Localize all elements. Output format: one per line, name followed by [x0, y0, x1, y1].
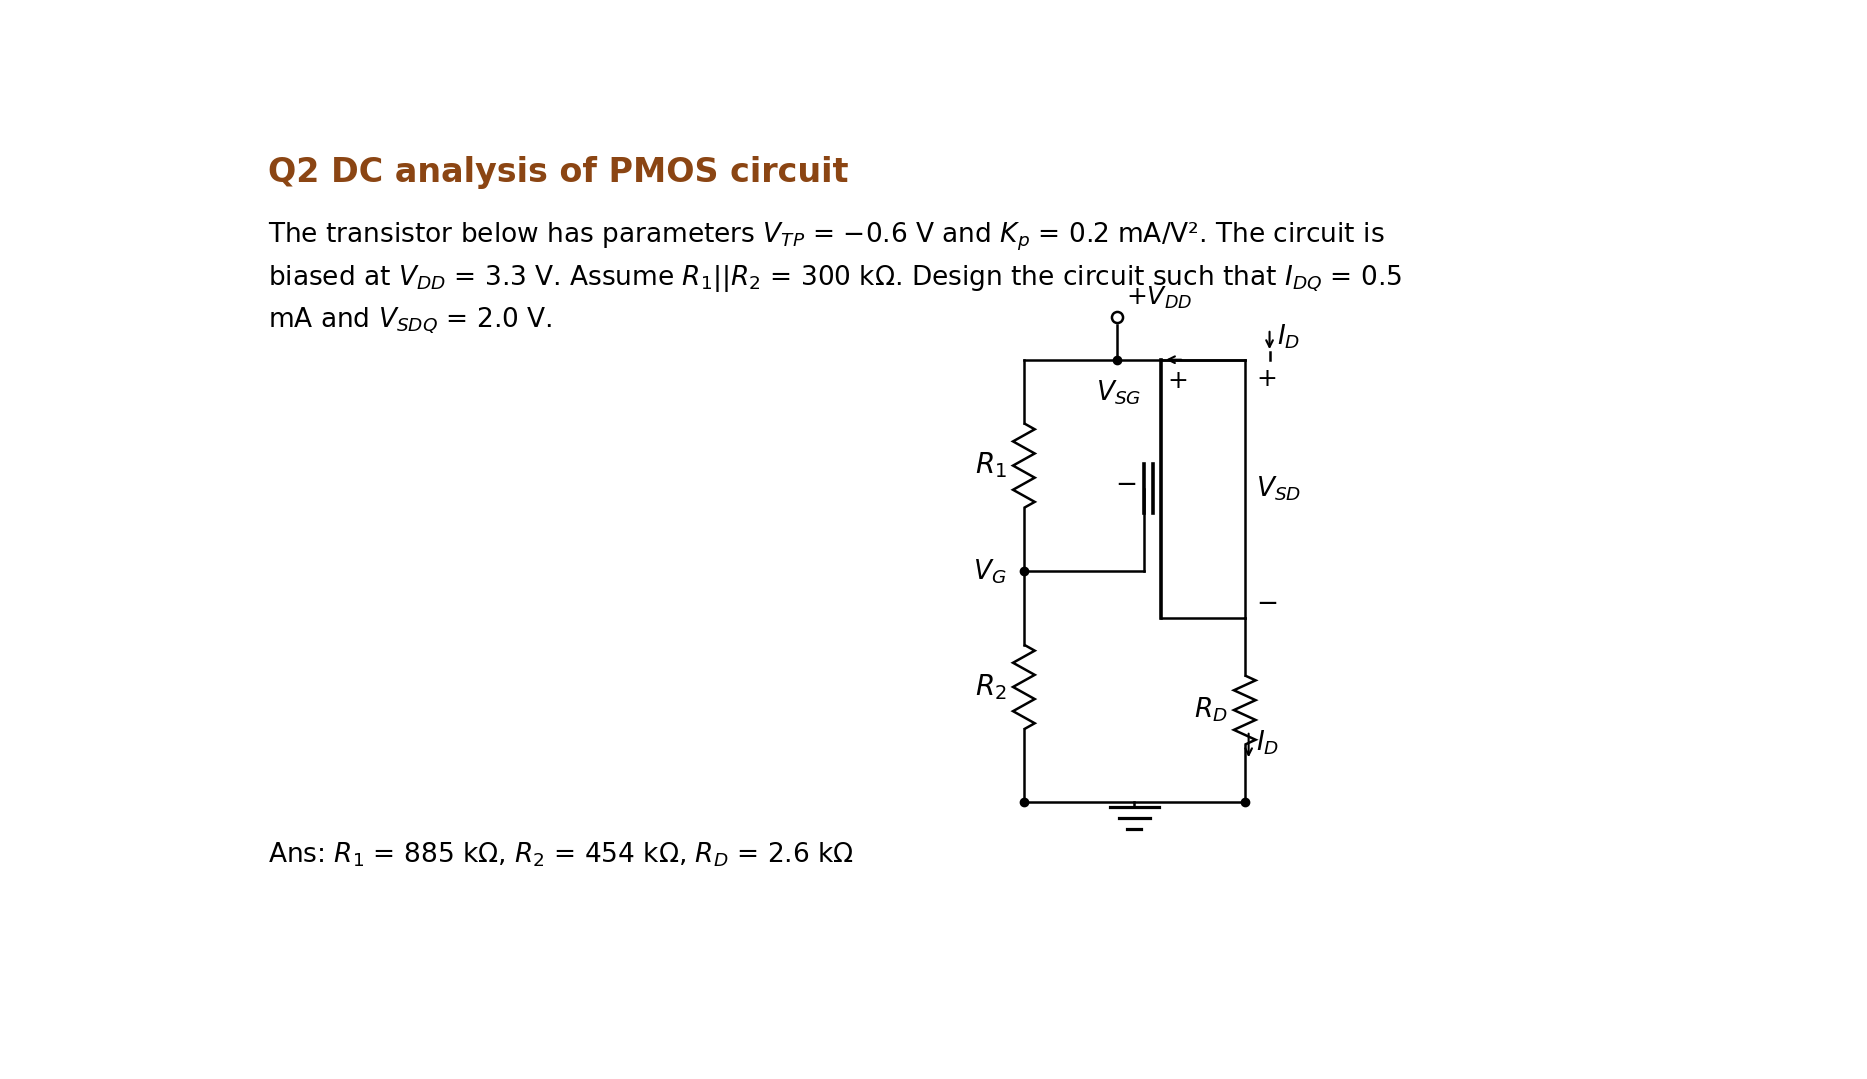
Text: Ans: $R_1$ = 885 kΩ, $R_2$ = 454 kΩ, $R_D$ = 2.6 kΩ: Ans: $R_1$ = 885 kΩ, $R_2$ = 454 kΩ, $R_…: [269, 841, 853, 870]
Text: biased at $V_{DD}$ = 3.3 V. Assume $R_1||R_2$ = 300 kΩ. Design the circuit such : biased at $V_{DD}$ = 3.3 V. Assume $R_1|…: [269, 263, 1402, 295]
Text: mA and $V_{SDQ}$ = 2.0 V.: mA and $V_{SDQ}$ = 2.0 V.: [269, 305, 553, 337]
Text: Q2 DC analysis of PMOS circuit: Q2 DC analysis of PMOS circuit: [269, 155, 849, 189]
Text: The transistor below has parameters $V_{TP}$ = −0.6 V and $K_p$ = 0.2 mA/V². The: The transistor below has parameters $V_{…: [269, 221, 1385, 254]
Text: $R_2$: $R_2$: [975, 672, 1006, 701]
Text: −: −: [1256, 591, 1279, 617]
Text: +: +: [1167, 369, 1187, 393]
Text: +: +: [1256, 367, 1277, 391]
Text: $V_{SD}$: $V_{SD}$: [1256, 475, 1301, 503]
Text: −: −: [1115, 472, 1137, 497]
Text: $V_G$: $V_G$: [973, 557, 1006, 586]
Text: $V_{SG}$: $V_{SG}$: [1096, 379, 1141, 408]
Text: $I_D$: $I_D$: [1277, 323, 1301, 351]
Text: $R_D$: $R_D$: [1195, 696, 1228, 724]
Text: $R_1$: $R_1$: [975, 451, 1006, 480]
Text: $I_D$: $I_D$: [1256, 729, 1279, 757]
Text: $+V_{DD}$: $+V_{DD}$: [1126, 285, 1193, 311]
